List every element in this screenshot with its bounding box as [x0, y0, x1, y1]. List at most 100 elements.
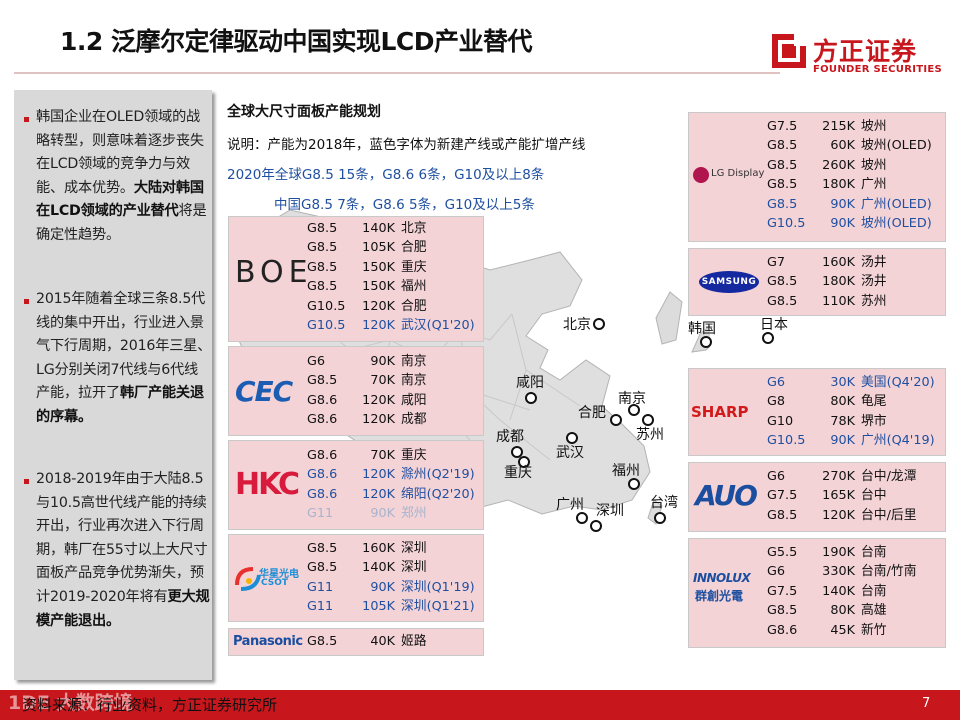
summary-point-1: 韩国企业在OLED领域的战略转型，则意味着逐步丧失在LCD领域的竞争力与效能、成…	[36, 109, 207, 243]
capacity-cell: 180K	[822, 274, 855, 290]
page-title: 1.2 泛摩尔定律驱动中国实现LCD产业替代	[60, 27, 533, 56]
map-marker-nanjing	[628, 404, 640, 416]
generation-cell: G8.5	[307, 560, 338, 576]
location-cell: 台南	[861, 583, 887, 599]
capacity-cell: 150K	[362, 279, 395, 295]
capacity-row: G8.5 80K 高雄	[767, 601, 917, 620]
capacity-row: G8.5 160K 深圳	[307, 539, 475, 558]
bullet-icon	[24, 479, 29, 484]
map-label-shenzhen: 深圳	[596, 503, 624, 519]
capacity-row: G7.5 140K 台南	[767, 582, 917, 601]
location-cell: 深圳	[401, 541, 427, 556]
capacity-cell: 70K	[370, 448, 395, 463]
capacity-cell: 45K	[830, 622, 855, 638]
capacity-row: G10.5 90K 坡州(OLED)	[767, 214, 932, 233]
watermark: 1DE 大数跨境	[8, 692, 133, 714]
capacity-cell: 30K	[830, 375, 855, 390]
innolux-logo-cn: 群創光電	[695, 589, 744, 603]
samsung-rows: G7 160K 汤井 G8.5 180K 汤井 G8.5 110K 苏州	[767, 253, 887, 311]
map-marker-beijing	[593, 318, 605, 330]
location-cell: 苏州	[861, 293, 887, 309]
capacity-cell: 70K	[370, 373, 395, 389]
location-cell: 深圳(Q1'21)	[401, 599, 475, 615]
capacity-cell: 80K	[830, 394, 855, 410]
capacity-cell: 60K	[830, 138, 855, 154]
capacity-row: G8.6 45K 新竹	[767, 621, 917, 640]
capacity-row: G7 160K 汤井	[767, 253, 887, 272]
location-cell: 坡州	[861, 157, 887, 173]
generation-cell: G8.6	[307, 448, 338, 463]
generation-cell: G7.5	[767, 488, 798, 504]
map-marker-chengdu	[511, 446, 523, 458]
location-cell: 台中/龙潭	[861, 469, 917, 484]
map-label-nanjing: 南京	[618, 391, 646, 407]
generation-cell: G8.6	[307, 412, 338, 428]
capacity-row: G7.5 165K 台中	[767, 486, 917, 505]
location-cell: 重庆	[401, 448, 427, 463]
panasonic-logo: Panasonic	[233, 634, 303, 649]
generation-cell: G10.5	[767, 433, 806, 449]
map-label-fuzhou: 福州	[612, 463, 640, 479]
map-marker-xianyang	[525, 392, 537, 404]
capacity-cell: 40K	[370, 634, 395, 649]
csot-logo-en: CSOT	[261, 578, 289, 588]
capacity-row: G8.6 120K 咸阳	[307, 391, 427, 410]
summary-sidebar: 韩国企业在OLED领域的战略转型，则意味着逐步丧失在LCD领域的竞争力与效能、成…	[14, 90, 212, 680]
capacity-row: G6 90K 南京	[307, 352, 427, 371]
capacity-cell: 330K	[822, 564, 855, 580]
generation-cell: G11	[307, 579, 334, 595]
capacity-row: G8.6 120K 成都	[307, 410, 427, 429]
capacity-row: G8.5 105K 合肥	[307, 238, 475, 257]
capacity-cell: 105K	[362, 599, 395, 615]
capacity-row: G8.6 120K 绵阳(Q2'20)	[307, 485, 475, 504]
map-label-taiwan: 台湾	[650, 495, 678, 511]
source-note: 资料来源：行业资料，方正证券研究所	[22, 696, 278, 714]
chart-note: 说明：产能为2018年，蓝色字体为新建产线或产能扩增产线	[227, 137, 586, 153]
capacity-cell: 140K	[362, 221, 395, 236]
capacity-cell: 110K	[822, 293, 855, 309]
location-cell: 广州	[861, 177, 887, 193]
company-box-lg: LG Display G7.5 215K 坡州 G8.5 60K 坡州(OLED) G8.5…	[688, 112, 946, 242]
location-cell: 深圳(Q1'19)	[401, 579, 475, 595]
global-line-count: 2020年全球G8.5 15条，G8.6 6条，G10及以上8条	[227, 167, 545, 183]
capacity-row: G10 78K 堺市	[767, 412, 935, 431]
capacity-row: G10.5 120K 合肥	[307, 297, 475, 316]
generation-cell: G8.6	[307, 486, 338, 502]
hkc-logo: HKC	[235, 467, 300, 502]
china-line-count: 中国G8.5 7条，G8.6 5条，G10及以上5条	[274, 197, 535, 213]
location-cell: 汤井	[861, 274, 887, 290]
generation-cell: G8	[767, 394, 786, 410]
auo-logo: AUO	[695, 479, 758, 512]
location-cell: 福州	[401, 279, 427, 295]
chart-heading: 全球大尺寸面板产能规划	[227, 104, 381, 120]
capacity-cell: 120K	[362, 392, 395, 408]
csot-logo-cn: 华星光电	[259, 569, 299, 580]
sharp-rows: G6 30K 美国(Q4'20) G8 80K 龟尾 G10 78K 堺市 G10.5 90K 广州(…	[767, 373, 935, 451]
map-label-korea: 韩国	[688, 321, 716, 337]
capacity-cell: 150K	[362, 259, 395, 275]
capacity-row: G8 80K 龟尾	[767, 392, 935, 411]
map-label-beijing: 北京	[563, 317, 591, 333]
cec-logo: CEC	[235, 375, 293, 408]
capacity-row: G5.5 190K 台南	[767, 543, 917, 562]
generation-cell: G8.5	[307, 259, 338, 275]
location-cell: 合肥	[401, 240, 427, 256]
generation-cell: G7.5	[767, 583, 798, 599]
boe-logo: BOE	[235, 255, 313, 290]
capacity-row: G6 330K 台南/竹南	[767, 562, 917, 581]
location-cell: 广州(OLED)	[861, 196, 932, 212]
capacity-row: G11 90K 深圳(Q1'19)	[307, 578, 475, 597]
capacity-cell: 120K	[362, 298, 395, 314]
capacity-cell: 260K	[822, 157, 855, 173]
generation-cell: G8.5	[307, 240, 338, 256]
generation-cell: G10.5	[307, 298, 346, 314]
capacity-cell: 120K	[362, 412, 395, 428]
lg-logo: LG Display	[711, 168, 765, 179]
location-cell: 咸阳	[401, 392, 427, 408]
capacity-row: G8.5 70K 南京	[307, 371, 427, 390]
generation-cell: G8.5	[767, 138, 798, 154]
generation-cell: G8.5	[767, 177, 798, 193]
capacity-cell: 160K	[362, 541, 395, 556]
brand-name-en: FOUNDER SECURITIES	[813, 64, 943, 75]
location-cell: 美国(Q4'20)	[861, 375, 935, 390]
